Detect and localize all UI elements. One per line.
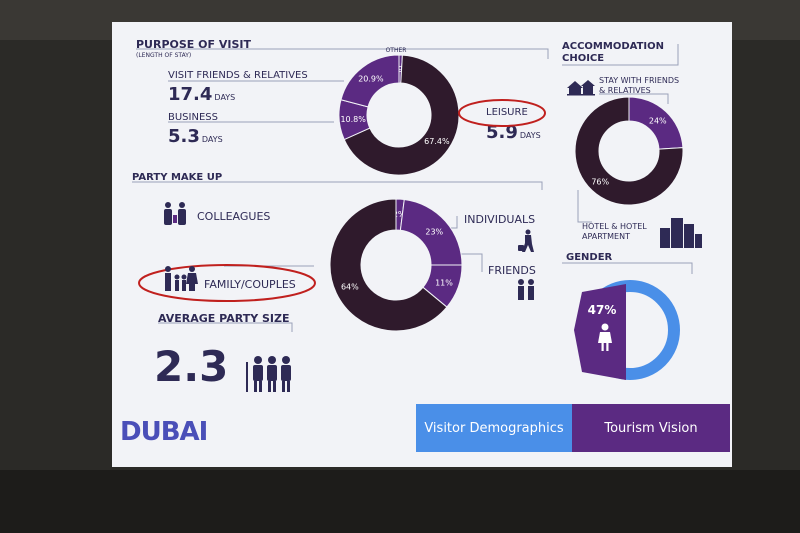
- dubai-logo: DUBAI: [120, 417, 207, 447]
- hotel-label-line2: APARTMENT: [582, 232, 630, 241]
- slide-graphics: 0.9% 67.4% 10.8% 20.9% OTHER 24% 76% 2% 23% 11%…: [120, 44, 702, 447]
- leisure-stat: 5.9 DAYS: [486, 122, 541, 143]
- people-icon: [246, 356, 291, 392]
- donut-slice-label: 23%: [425, 227, 443, 236]
- house-icon: [567, 80, 595, 96]
- leisure-label: LEISURE: [486, 107, 528, 118]
- donut-slice-label: 20.9%: [358, 75, 384, 84]
- donut-slice-label: 0.9%: [390, 65, 411, 74]
- donut-slice-label: 64%: [341, 283, 359, 292]
- donut-slice-label: 67.4%: [424, 137, 450, 146]
- donut-slice-label: 24%: [649, 116, 667, 125]
- family-annotation-circle: [138, 264, 316, 302]
- friends-label: FRIENDS: [488, 264, 536, 277]
- purpose-title: PURPOSE OF VISIT: [136, 38, 251, 51]
- donut-slice: [343, 54, 460, 176]
- donut-slice-label: 10.8%: [340, 115, 366, 124]
- family-couples-label: FAMILY/COUPLES: [204, 278, 296, 291]
- friends-relatives-label-line1: STAY WITH FRIENDS: [599, 76, 680, 85]
- connector-lines: [132, 44, 693, 332]
- projection-screen: PURPOSE OF VISIT (LENGTH OF STAY) VISIT …: [112, 22, 732, 467]
- room-floor: [0, 470, 800, 533]
- party-donut: 2% 23% 11% 64%: [329, 198, 463, 332]
- average-party-title: AVERAGE PARTY SIZE: [158, 312, 290, 325]
- gender-title: GENDER: [566, 252, 613, 263]
- accommodation-title-line2: CHOICE: [562, 53, 605, 64]
- friends-relatives-label-line2: & RELATIVES: [599, 86, 651, 95]
- donut-slice: [574, 96, 684, 206]
- building-icon: [660, 218, 702, 248]
- accommodation-title-line1: ACCOMMODATION: [562, 41, 664, 52]
- people-icon: [164, 202, 186, 225]
- tab-visitor-demographics[interactable]: Visitor Demographics: [416, 404, 572, 452]
- accommodation-donut: 24% 76%: [574, 96, 684, 206]
- business-stat: 5.3 DAYS: [168, 126, 223, 147]
- family-icon: [165, 266, 198, 291]
- hotel-label-line1: HOTEL & HOTEL: [582, 222, 647, 231]
- donut-slice-label: 2%: [393, 210, 406, 219]
- colleagues-label: COLLEAGUES: [197, 210, 271, 223]
- purpose-subtitle: (LENGTH OF STAY): [136, 52, 192, 59]
- donut-slice-label: 11%: [435, 278, 453, 287]
- tab-tourism-vision[interactable]: Tourism Vision: [572, 404, 730, 452]
- gender-chart: 47%: [574, 280, 680, 380]
- business-label: BUSINESS: [168, 112, 218, 123]
- traveler-icon: [518, 229, 534, 252]
- vfr-label: VISIT FRIENDS & RELATIVES: [168, 70, 308, 81]
- vfr-stat: 17.4 DAYS: [168, 84, 236, 105]
- donut-slice: [329, 198, 448, 332]
- gender-label-female: 47%: [588, 303, 617, 317]
- people-icon: [518, 279, 534, 300]
- leisure-annotation-circle: [458, 99, 546, 127]
- average-party-value: 2.3: [154, 342, 229, 391]
- donut-slice: [340, 54, 400, 108]
- purpose-donut: 0.9% 67.4% 10.8% 20.9% OTHER: [338, 47, 460, 176]
- individuals-label: INDIVIDUALS: [464, 213, 536, 226]
- woman-icon: [598, 323, 612, 351]
- donut-slice-label: 76%: [591, 178, 609, 187]
- party-title: PARTY MAKE UP: [132, 172, 223, 183]
- other-label: OTHER: [386, 47, 407, 54]
